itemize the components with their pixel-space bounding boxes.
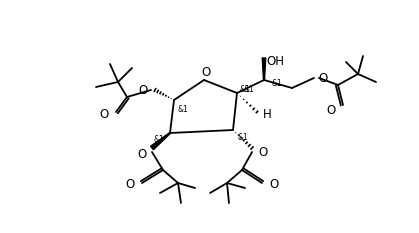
Text: &1: &1 — [177, 104, 188, 113]
Text: H: H — [263, 107, 272, 120]
Text: O: O — [126, 178, 135, 192]
Text: O: O — [318, 72, 327, 86]
Text: O: O — [138, 147, 147, 161]
Text: OH: OH — [266, 55, 284, 68]
Text: &1: &1 — [243, 85, 254, 93]
Text: O: O — [258, 147, 267, 160]
Text: &1: &1 — [240, 85, 251, 93]
Text: O: O — [269, 178, 278, 192]
Text: O: O — [100, 109, 109, 121]
Polygon shape — [262, 58, 266, 80]
Text: O: O — [327, 103, 336, 116]
Text: &1: &1 — [153, 136, 164, 144]
Text: O: O — [202, 66, 211, 79]
Text: &1: &1 — [272, 79, 283, 89]
Text: O: O — [139, 85, 148, 97]
Polygon shape — [150, 133, 170, 150]
Text: &1: &1 — [237, 133, 248, 141]
